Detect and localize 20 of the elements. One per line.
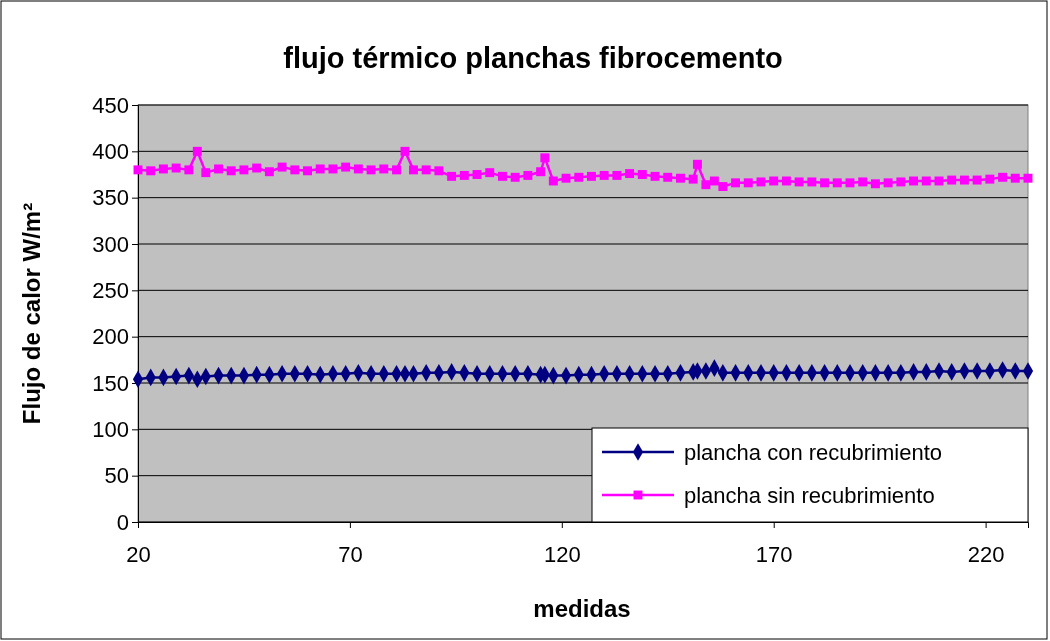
x-tick-label: 220 <box>967 541 1005 567</box>
y-tick-label: 0 <box>116 509 129 535</box>
legend-label: plancha sin recubrimiento <box>684 483 935 508</box>
y-tick-label: 300 <box>92 231 129 257</box>
legend-label: plancha con recubrimiento <box>684 440 943 465</box>
x-axis-title: medidas <box>533 595 631 622</box>
y-tick-label: 150 <box>92 370 129 396</box>
x-tick-label: 120 <box>543 541 581 567</box>
x-tick-label: 20 <box>126 541 151 567</box>
x-tick-label: 170 <box>755 541 793 567</box>
y-axis-title: Flujo de calor W/m² <box>18 202 45 425</box>
y-tick-label: 400 <box>92 138 129 164</box>
y-tick-label: 200 <box>92 324 129 350</box>
y-tick-label: 100 <box>92 416 129 442</box>
y-tick-label: 350 <box>92 185 129 211</box>
y-tick-label: 50 <box>104 463 129 489</box>
x-tick-label: 70 <box>338 541 363 567</box>
chart-title: flujo térmico planchas fibrocemento <box>283 42 783 74</box>
y-tick-label: 250 <box>92 277 129 303</box>
y-tick-label: 450 <box>92 92 129 118</box>
